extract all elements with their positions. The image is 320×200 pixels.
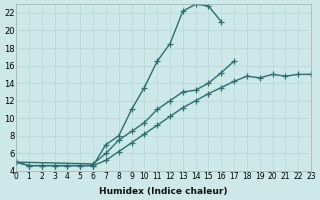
X-axis label: Humidex (Indice chaleur): Humidex (Indice chaleur) — [99, 187, 228, 196]
